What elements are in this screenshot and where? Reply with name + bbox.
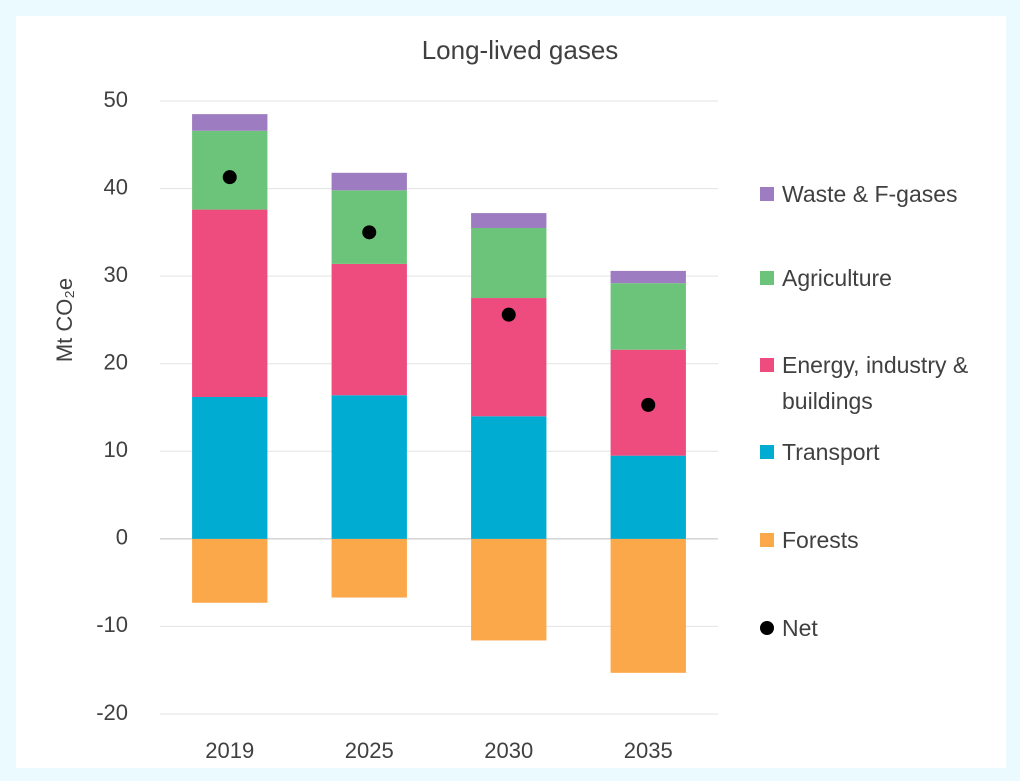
legend-swatch — [760, 445, 774, 459]
bar-segment — [610, 283, 686, 350]
y-tick-label: 10 — [104, 437, 128, 462]
bar-segment — [610, 270, 686, 284]
legend-label: Net — [782, 615, 818, 641]
x-tick-label: 2035 — [624, 738, 673, 763]
y-tick-label: -20 — [96, 700, 128, 725]
legend-swatch — [760, 187, 774, 201]
y-tick-label: 0 — [116, 525, 128, 550]
chart-title: Long-lived gases — [422, 35, 619, 65]
bar-segment — [192, 396, 268, 539]
legend-swatch — [760, 621, 774, 635]
legend-swatch — [760, 533, 774, 547]
bar-segment — [331, 538, 407, 598]
legend-label: Agriculture — [782, 265, 892, 291]
net-marker — [222, 170, 237, 185]
x-tick-label: 2025 — [345, 738, 394, 763]
bar-segment — [471, 416, 547, 539]
y-tick-label: 20 — [104, 350, 128, 375]
bar-segment — [331, 395, 407, 539]
legend-label: Energy, industry & buildings — [782, 352, 969, 414]
legend-swatch — [760, 271, 774, 285]
bar-segment — [471, 538, 547, 641]
bar-segment — [192, 209, 268, 397]
net-marker — [641, 397, 656, 412]
x-tick-label: 2019 — [205, 738, 254, 763]
y-axis-label: Mt CO₂e — [52, 278, 77, 362]
legend-swatch — [760, 358, 774, 372]
bar-segment — [331, 172, 407, 191]
bar-segment — [610, 538, 686, 673]
legend-label: Waste & F-gases — [782, 181, 958, 207]
legend-label: Forests — [782, 527, 859, 553]
legend-label: Transport — [782, 439, 880, 465]
bar-segment — [471, 227, 547, 299]
y-tick-label: 30 — [104, 262, 128, 287]
bar-segment — [471, 213, 547, 228]
y-tick-label: 40 — [104, 174, 128, 199]
bar-segment — [610, 455, 686, 539]
net-marker — [362, 225, 377, 240]
net-marker — [501, 307, 516, 322]
y-tick-label: 50 — [104, 87, 128, 112]
x-tick-label: 2030 — [484, 738, 533, 763]
bar-segment — [192, 538, 268, 603]
bar-segment — [192, 130, 268, 210]
y-tick-label: -10 — [96, 612, 128, 637]
bar-segment — [331, 263, 407, 396]
bar-segment — [192, 114, 268, 131]
